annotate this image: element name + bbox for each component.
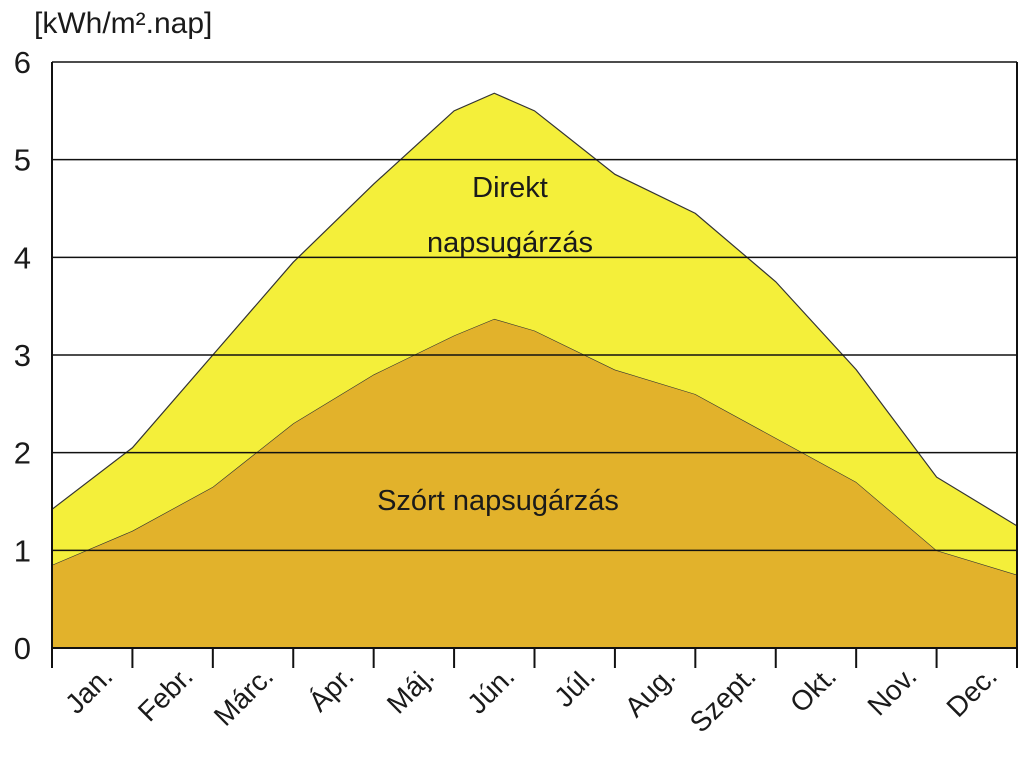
- y-tick-label: 5: [14, 143, 31, 178]
- x-tick-label: Máj.: [381, 660, 440, 719]
- series-label: Szórt napsugárzás: [377, 485, 619, 517]
- x-tick-label: Dec.: [940, 660, 1003, 723]
- x-tick-label: Nov.: [861, 660, 922, 721]
- x-tick-label: Júl.: [548, 660, 601, 713]
- y-tick-label: 6: [14, 45, 31, 80]
- y-tick-label: 1: [14, 533, 31, 568]
- x-tick-label: Jún.: [461, 660, 520, 719]
- y-tick-label: 0: [14, 631, 31, 666]
- series-label: Direkt napsugárzás: [427, 172, 593, 259]
- y-tick-label: 3: [14, 338, 31, 373]
- x-tick-label: Aug.: [619, 660, 682, 723]
- x-tick-label: Febr.: [132, 660, 199, 727]
- area: [52, 318, 1017, 648]
- x-tick-label: Szept.: [684, 660, 762, 738]
- x-tick-label: Okt.: [784, 660, 842, 718]
- x-tick-label: Márc.: [208, 660, 279, 731]
- x-tick-label: Jan.: [59, 660, 118, 719]
- x-tick-label: Ápr.: [303, 660, 360, 717]
- area: [52, 93, 1017, 575]
- y-tick-label: 2: [14, 436, 31, 471]
- y-axis-label: [kWh/m².nap]: [34, 7, 212, 40]
- y-tick-label: 4: [14, 240, 31, 275]
